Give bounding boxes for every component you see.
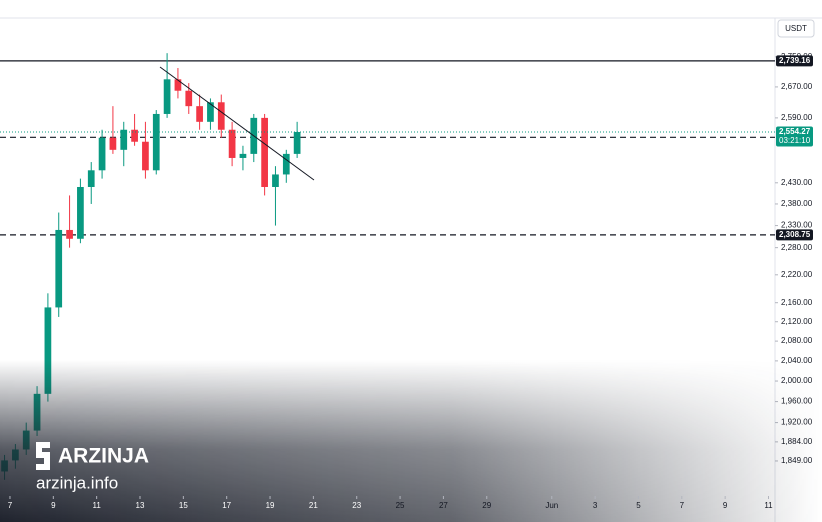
last-price-box (776, 126, 813, 147)
watermark-shade (0, 360, 822, 522)
candle-body (293, 132, 301, 154)
x-tick-label: 29 (482, 501, 491, 510)
countdown-label: 03:21:10 (779, 136, 811, 145)
x-tick-label: 7 (8, 501, 13, 510)
candle-body (239, 153, 247, 158)
y-tick-label: 2,160.00 (781, 298, 813, 307)
candle-body (98, 137, 106, 171)
candle-body (228, 129, 236, 158)
x-tick-label: Jun (545, 501, 558, 510)
candle-body (261, 117, 268, 187)
y-tick-label: 2,590.00 (781, 113, 813, 122)
x-tick-label: 7 (680, 501, 685, 510)
candle-body (282, 153, 290, 175)
y-tick-label: 2,330.00 (781, 221, 813, 230)
watermark-logo (36, 442, 50, 470)
x-tick-label: 9 (51, 501, 56, 510)
x-tick-label: 23 (352, 501, 361, 510)
x-tick-label: 9 (723, 501, 728, 510)
x-tick-label: 11 (764, 501, 773, 510)
x-tick-label: 15 (179, 501, 188, 510)
candle-body (109, 137, 117, 150)
level-label: 2,739.16 (779, 56, 811, 65)
x-tick-label: 11 (93, 501, 102, 510)
candle-body (66, 229, 73, 239)
x-tick-label: 13 (136, 501, 145, 510)
level-label: 2,308.75 (779, 230, 811, 239)
candle-body (55, 229, 63, 308)
currency-label: USDT (785, 24, 807, 33)
y-tick-label: 2,430.00 (781, 178, 813, 187)
level-label-box (776, 55, 813, 67)
candle-body (217, 102, 225, 130)
x-tick-label: 17 (222, 501, 231, 510)
candle-body (120, 129, 128, 150)
y-tick-label: 2,080.00 (781, 336, 813, 345)
candle-body (185, 90, 193, 107)
candle-body (196, 106, 203, 122)
candle-body (272, 174, 279, 187)
x-tick-label: 21 (309, 501, 318, 510)
level-label-box (776, 229, 813, 241)
watermark-site: arzinja.info (36, 473, 118, 492)
candle-body (163, 79, 171, 114)
candle-body (131, 129, 138, 142)
time-axis: 7 9 11 13 15 17 19 21 23 25 27 29 Jun 3 5 7 9 11 (8, 496, 773, 510)
currency-box[interactable] (777, 19, 815, 38)
watermark-brand: ARZINJA (58, 445, 149, 468)
y-tick-label: 2,120.00 (781, 317, 813, 326)
candle-body (207, 102, 214, 122)
y-tick-label: 2,670.00 (781, 82, 813, 91)
x-tick-label: 3 (593, 501, 598, 510)
y-tick-label: 2,280.00 (781, 243, 813, 252)
last-price-label: 2,554.27 (779, 127, 811, 136)
candle-body (152, 113, 160, 171)
watermark: ARZINJA arzinja.info (36, 442, 149, 492)
candle-body (142, 141, 149, 171)
y-tick-label: 2,220.00 (781, 270, 813, 279)
x-tick-label: 27 (439, 501, 448, 510)
x-tick-label: 25 (396, 501, 405, 510)
candle-body (174, 79, 182, 91)
trend-line-drawing (159, 66, 315, 181)
candle-body (77, 186, 84, 239)
candle-body (87, 170, 95, 187)
x-tick-label: 5 (636, 501, 641, 510)
x-tick-label: 19 (266, 501, 275, 510)
y-tick-label: 2,380.00 (781, 199, 813, 208)
candle-body (44, 307, 52, 394)
